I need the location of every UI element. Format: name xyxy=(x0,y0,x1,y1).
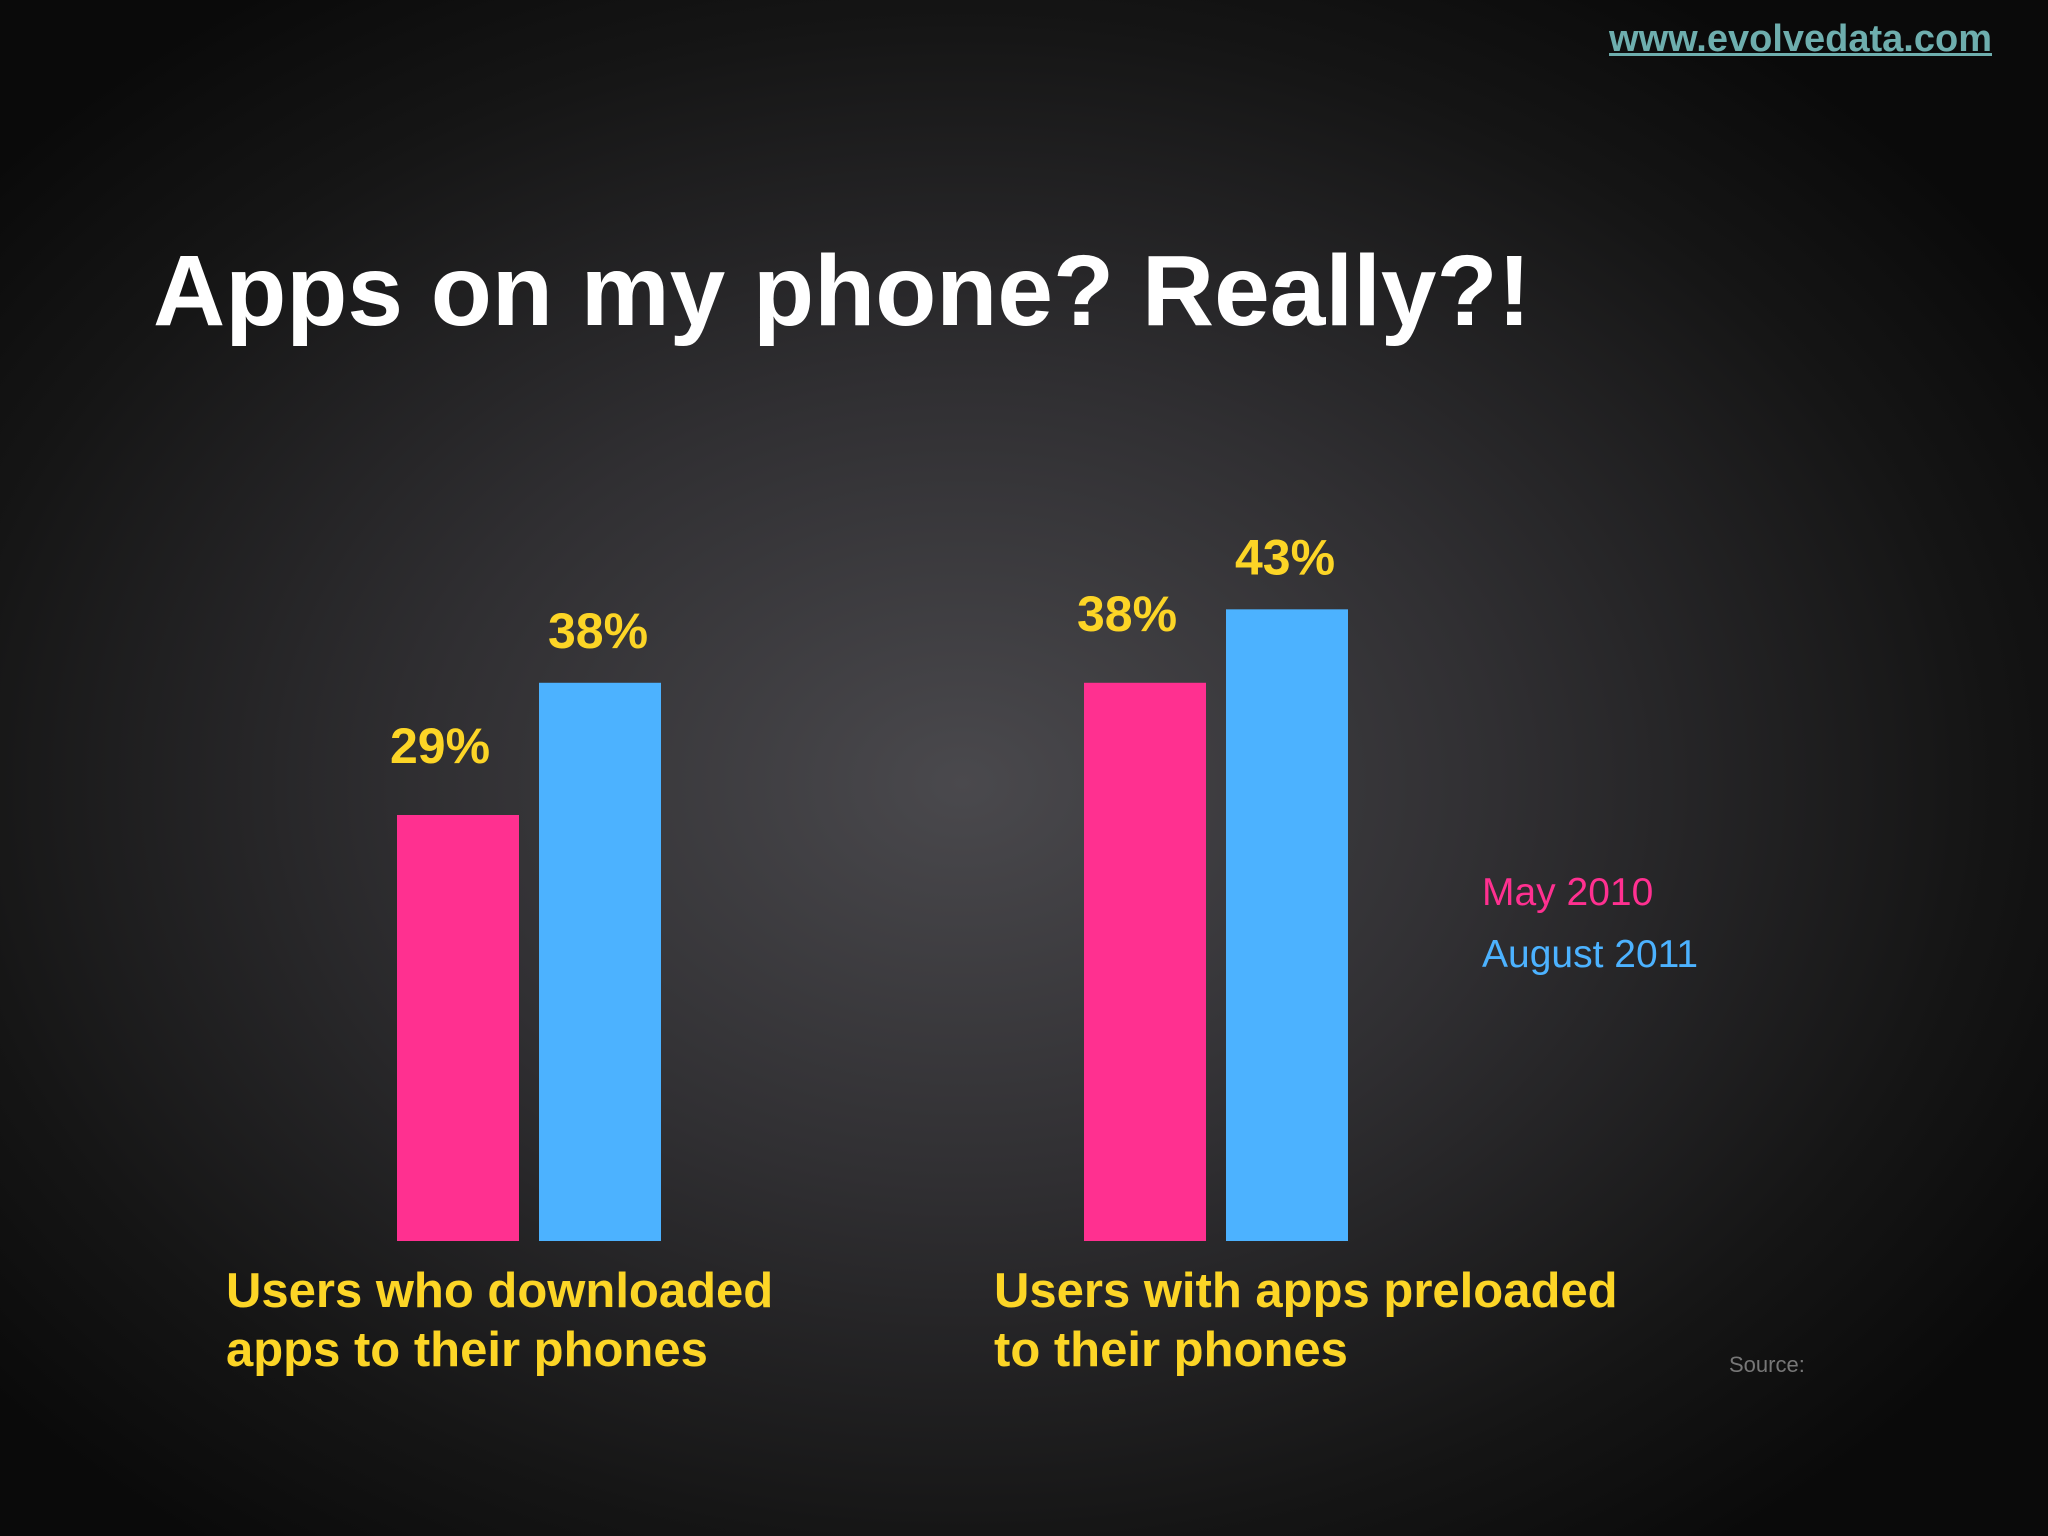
chart-legend: May 2010 August 2011 xyxy=(1482,862,1698,986)
category-label-line: Users with apps preloaded xyxy=(994,1264,1618,1318)
bar-may-2010-group-2 xyxy=(1084,682,1206,1241)
bar-august-2011-group-1 xyxy=(539,682,661,1241)
bar-may-2010-group-1 xyxy=(397,814,519,1241)
category-label-line: apps to their phones xyxy=(226,1323,708,1377)
category-label-preloaded: Users with apps preloaded to their phone… xyxy=(994,1262,1618,1380)
category-label-line: Users who downloaded xyxy=(226,1264,774,1318)
source-note: Source: xyxy=(1729,1352,1805,1377)
category-label-line: to their phones xyxy=(994,1323,1348,1377)
data-label-august-2011-group-1: 38% xyxy=(548,603,648,659)
data-label-may-2010-group-2: 38% xyxy=(1077,586,1177,642)
slide-title: Apps on my phone? Really?! xyxy=(153,235,1531,347)
legend-item-may-2010: May 2010 xyxy=(1482,871,1654,914)
data-label-august-2011-group-2: 43% xyxy=(1235,529,1335,585)
evolvedata-link[interactable]: www.evolvedata.com xyxy=(1609,18,1992,60)
bar-august-2011-group-2 xyxy=(1226,609,1348,1241)
data-label-may-2010-group-1: 29% xyxy=(390,718,490,774)
legend-item-august-2011: August 2011 xyxy=(1482,933,1699,976)
category-label-downloaded: Users who downloaded apps to their phone… xyxy=(226,1262,773,1380)
